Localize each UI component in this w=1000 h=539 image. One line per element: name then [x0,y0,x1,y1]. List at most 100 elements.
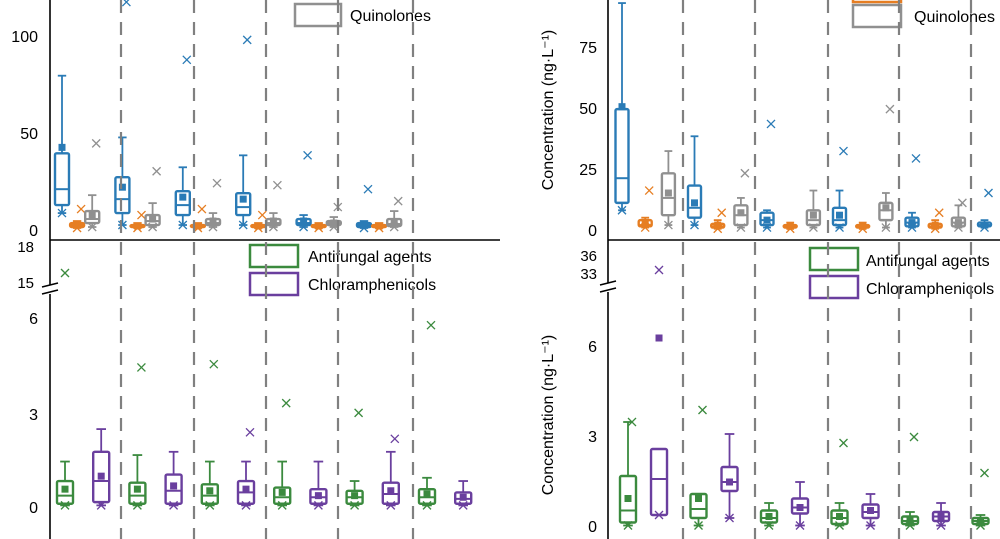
mean-marker [88,211,96,219]
outlier-cross-stroke [976,521,985,530]
legend-swatch-quinolones [851,3,903,29]
outlier-cross-stroke [72,223,82,233]
outlier-point [354,408,364,418]
mean-marker [786,222,794,230]
box-quinolone [660,150,677,230]
mean-marker [390,219,398,227]
box-chloramphenicol [381,450,400,510]
outlier-point [257,210,267,220]
outlier-point [390,434,400,444]
min-cross [178,220,188,230]
right-lower-break-tick-label: 33 [580,266,597,283]
mean-marker [624,495,632,502]
outlier-point [76,204,86,214]
outlier-cross-stroke [839,146,848,156]
outlier-cross-stroke [764,521,774,530]
min-cross [690,220,699,230]
min-cross [386,500,396,510]
box-sulfonamide [129,222,146,233]
min-cross [907,223,917,232]
outlier-point [137,210,146,220]
outlier-cross-stroke [617,205,627,215]
mean-marker [954,219,962,227]
outlier-cross-stroke [209,359,219,369]
box-antifungal [273,460,292,510]
box-chloramphenicol [309,460,328,510]
left-lower-ytick-label: 6 [29,311,38,328]
outlier-cross-stroke [169,500,179,510]
box-chloramphenicol [91,428,111,510]
mean-marker [300,217,308,225]
box-fluoroquinolone [53,74,71,218]
outlier-cross-stroke [957,198,967,208]
min-cross [268,222,278,232]
outlier-point [121,0,131,7]
mean-marker [882,204,890,212]
outlier-point [91,138,101,148]
outlier-cross-stroke [885,104,895,114]
box-chloramphenicol [790,481,810,530]
box-quinolone [950,204,967,232]
outlier-cross-stroke [117,220,127,230]
mean-marker [908,219,916,227]
box-chloramphenicol [931,502,951,530]
outlier-cross-stroke [245,427,255,437]
box-sulfonamide [855,221,871,234]
min-cross [762,223,772,232]
box-fluoroquinolone [234,154,252,230]
min-cross [458,500,468,510]
left-upper-ytick-label: 100 [11,29,38,46]
outlier-cross-stroke [905,521,915,530]
outlier-cross-stroke [458,500,468,510]
outlier-cross-stroke [766,119,776,129]
min-cross [359,223,369,233]
outlier-cross-stroke [858,224,868,234]
box-antifungal [689,492,708,530]
outlier-cross-stroke [980,223,989,232]
outlier-cross-stroke [909,432,919,442]
left-lower-panel: 18 15 0 3 6 Antifungal agents Chloramphe… [17,239,473,539]
mean-marker [641,219,649,227]
outlier-cross-stroke [272,180,282,190]
mean-marker [239,195,247,203]
axis-break-symbol [41,282,59,295]
box-antifungal [200,460,220,510]
min-cross [866,521,875,530]
mean-marker [655,334,663,342]
min-cross [72,223,82,233]
outlier-cross-stroke [866,521,875,530]
min-cross [617,205,627,215]
mean-marker [209,217,217,225]
mean-marker [170,482,178,490]
outlier-cross-stroke [835,223,844,232]
left-lower-ytick-label: 0 [29,500,38,517]
outlier-cross-stroke [359,223,369,233]
outlier-cross-stroke [208,222,218,232]
legend-swatch-chloramphenicol [808,274,860,300]
box-antifungal [971,514,990,530]
outlier-point [152,166,162,176]
mean-marker [737,209,745,217]
outlier-cross-stroke [907,223,917,232]
outlier-cross-stroke [57,208,67,218]
outlier-point [627,417,637,427]
mean-marker [61,485,69,493]
mean-marker [836,211,843,219]
min-cross [835,521,844,530]
min-cross [654,510,664,520]
outlier-cross-stroke [193,223,203,233]
right-lower-ytick-label: 0 [588,519,597,536]
mean-marker [796,504,804,511]
box-fluoroquinolone [295,214,312,232]
box-fluoroquinolone [976,219,993,232]
legend-swatch-chloramphenicol [248,271,300,297]
outlier-cross-stroke [698,405,707,415]
box-antifungal [345,480,364,510]
right-lower-ytick-label: 6 [588,339,597,356]
outlier-cross-stroke [390,434,400,444]
outlier-cross-stroke [137,210,146,220]
right-upper-ytick-label: 75 [579,40,597,57]
box-sulfonamide [782,221,798,234]
mean-marker [937,513,945,520]
